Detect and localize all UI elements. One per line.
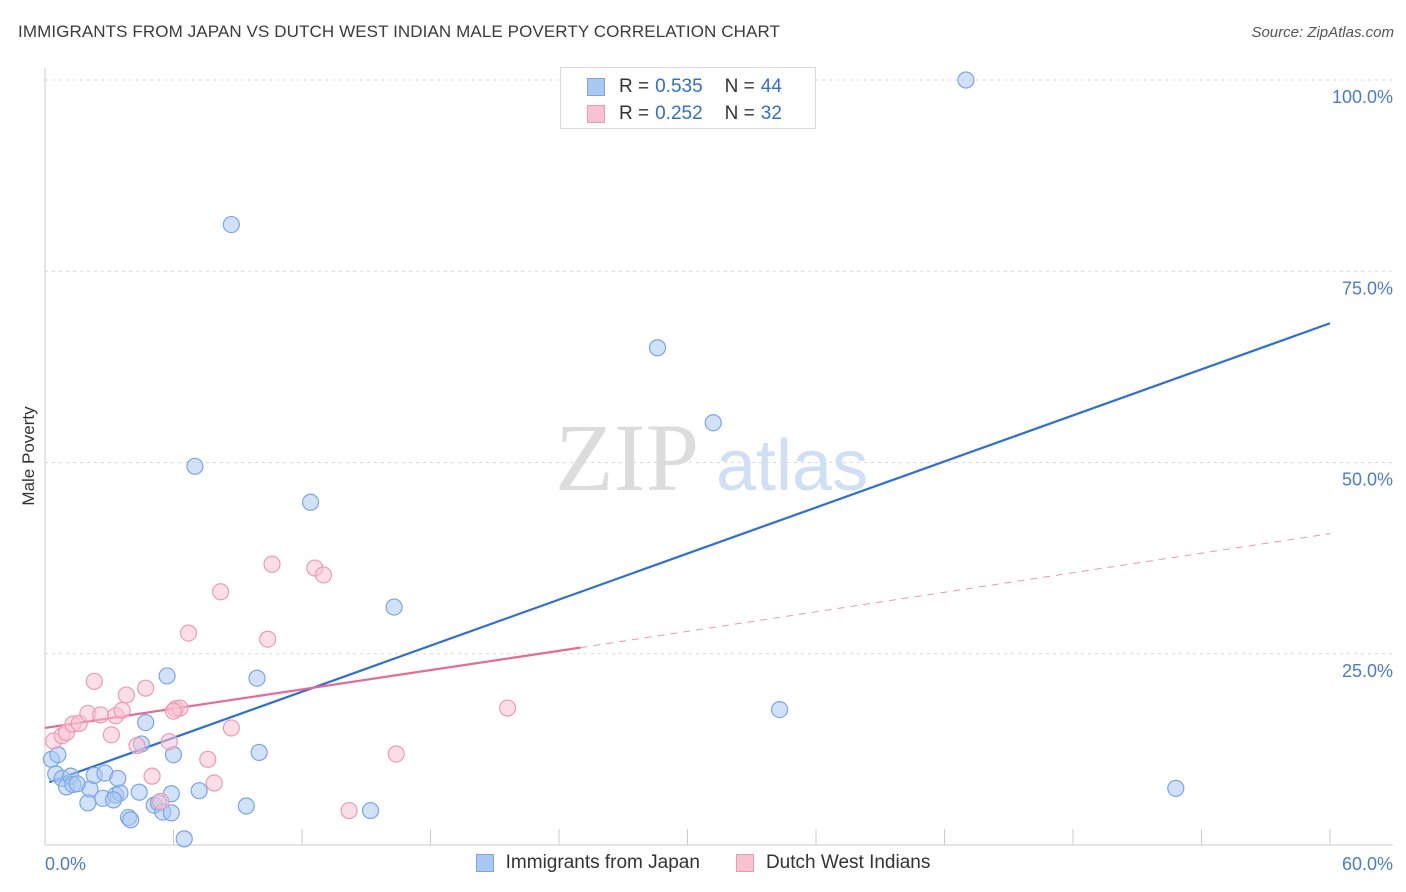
watermark: ZIP atlas [555, 404, 868, 511]
watermark-zip: ZIP [555, 404, 699, 511]
data-point-dutch [137, 679, 155, 697]
data-point-dutch [117, 686, 135, 704]
data-point-dutch [143, 767, 161, 785]
data-point-japan [648, 339, 667, 357]
y-tick-label: 50.0% [1342, 470, 1393, 490]
data-point-dutch [164, 702, 183, 720]
data-point-dutch [212, 583, 230, 601]
n-value: 44 [760, 76, 782, 97]
legend-label-japan: Immigrants from Japan [505, 852, 700, 873]
x-tick-label: 60.0% [1342, 854, 1393, 874]
legend-item-japan[interactable]: Immigrants from Japan [475, 852, 700, 874]
data-point-dutch [152, 792, 170, 810]
data-point-dutch [387, 745, 405, 763]
trend-lines [44, 322, 1331, 784]
watermark-atlas: atlas [716, 426, 868, 506]
r-value: 0.252 [655, 103, 703, 124]
data-point-japan [162, 804, 180, 822]
data-point-dutch [205, 774, 223, 792]
series-legend: Immigrants from Japan Dutch West Indians [0, 852, 1406, 874]
data-point-japan [175, 830, 193, 848]
data-point-japan [248, 669, 266, 687]
r-label: R = [619, 103, 650, 124]
data-point-japan [361, 801, 380, 820]
r-label: R = [619, 76, 650, 97]
data-point-dutch [259, 630, 277, 648]
y-axis-label: Male Poverty [19, 406, 38, 506]
data-point-japan [704, 414, 722, 432]
data-point-dutch [222, 719, 240, 737]
data-point-japan [237, 797, 255, 815]
axes [44, 68, 1393, 846]
data-point-dutch [160, 733, 178, 751]
n-label: N = [724, 76, 755, 97]
legend-label-dutch: Dutch West Indians [765, 852, 931, 873]
data-point-japan [770, 700, 789, 719]
data-point-dutch [85, 672, 103, 690]
legend-swatch-japan [475, 854, 494, 872]
legend-swatch-dutch [587, 105, 605, 123]
data-point-japan [1167, 779, 1185, 797]
data-point-japan [79, 794, 97, 812]
y-tick-label: 100.0% [1332, 87, 1393, 107]
gridlines [45, 79, 1393, 655]
n-label: N = [724, 103, 755, 124]
data-point-japan [301, 493, 320, 511]
trend-line-dutch [44, 646, 581, 730]
data-point-dutch [314, 566, 333, 584]
data-point-dutch [102, 726, 120, 744]
data-point-japan [186, 457, 204, 475]
chart-title: IMMIGRANTS FROM JAPAN VS DUTCH WEST INDI… [18, 22, 780, 41]
stats-legend: R = 0.535 N = 44 R = 0.252 N = 32 [560, 67, 816, 129]
stats-row-japan: R = 0.535 N = 44 [587, 76, 782, 98]
data-point-japan [130, 783, 148, 801]
data-point-dutch [263, 555, 281, 573]
data-point-dutch [340, 801, 358, 820]
data-point-dutch [179, 624, 198, 642]
n-value: 32 [760, 103, 782, 124]
data-point-japan [957, 71, 975, 89]
r-value: 0.535 [655, 76, 703, 97]
data-point-japan [137, 713, 155, 732]
data-point-dutch [128, 736, 146, 755]
stats-row-dutch: R = 0.252 N = 32 [587, 103, 782, 125]
data-point-japan [68, 775, 86, 793]
data-point-dutch [499, 699, 517, 717]
trend-line-japan [48, 322, 1331, 784]
tick-labels: 25.0% 50.0% 75.0% 100.0% 0.0% 60.0% [45, 87, 1393, 874]
data-point-japan [190, 782, 208, 800]
data-point-dutch [199, 750, 217, 768]
legend-swatch-japan [587, 78, 605, 96]
trend-line-extension [580, 533, 1331, 649]
data-point-japan [104, 791, 123, 809]
data-point-japan [109, 769, 127, 788]
y-tick-label: 25.0% [1342, 661, 1393, 681]
data-point-japan [385, 598, 403, 616]
y-tick-label: 75.0% [1342, 278, 1393, 298]
source-label: Source: ZipAtlas.com [1251, 24, 1394, 41]
data-point-japan [222, 215, 240, 234]
x-tick-label: 0.0% [45, 854, 86, 874]
data-point-dutch [113, 701, 131, 719]
data-point-dutch [92, 706, 110, 724]
legend-item-dutch[interactable]: Dutch West Indians [735, 852, 931, 874]
data-point-japan [250, 743, 268, 762]
data-point-japan [158, 667, 176, 685]
data-point-japan [122, 811, 140, 829]
data-points [42, 71, 1185, 848]
legend-swatch-dutch [735, 854, 754, 872]
